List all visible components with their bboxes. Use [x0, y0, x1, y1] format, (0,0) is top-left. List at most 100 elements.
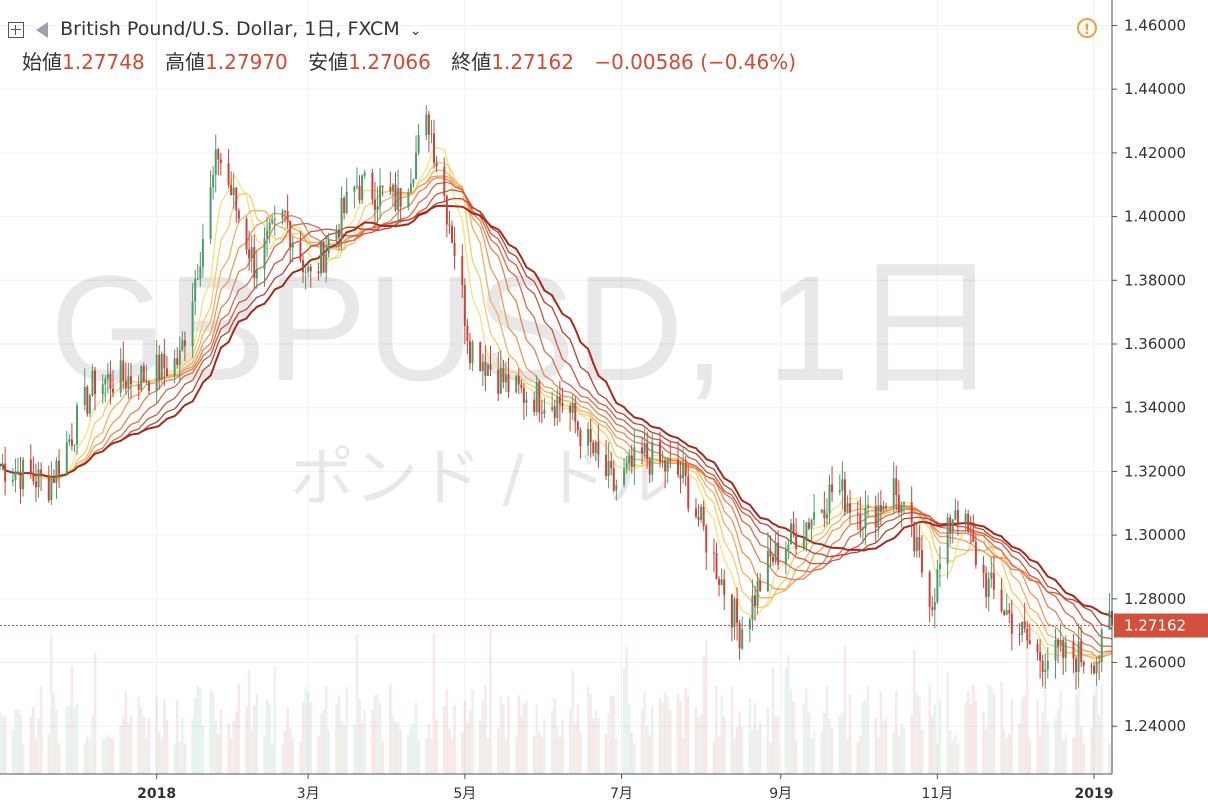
- volume-bar: [425, 738, 428, 774]
- candle-body: [610, 460, 613, 469]
- volume-bar: [936, 743, 939, 774]
- candle-body: [1059, 639, 1062, 647]
- volume-bar: [627, 703, 631, 774]
- candle-body: [88, 395, 91, 414]
- volume-bar: [409, 727, 413, 774]
- volume-bar: [740, 727, 744, 774]
- candle-body: [155, 354, 158, 391]
- volume-bar: [884, 716, 888, 774]
- volume-bar: [471, 689, 474, 774]
- time-axis[interactable]: 2018 3月 5月 7月 9月 11月 2019: [137, 774, 1114, 802]
- candle-body: [558, 396, 561, 404]
- candle-body: [605, 454, 608, 477]
- candle-body: [538, 381, 541, 413]
- candle-body: [1039, 651, 1042, 661]
- candle-body: [165, 368, 168, 377]
- volume-bar: [828, 718, 831, 774]
- volume-bar: [992, 693, 996, 774]
- volume-bar: [0, 711, 2, 774]
- volume-bar: [987, 684, 990, 774]
- volume-bar: [237, 683, 241, 774]
- volume-bar: [805, 689, 808, 774]
- volume-bar: [389, 684, 392, 774]
- open-value: 1.27748: [62, 50, 145, 74]
- volume-bar: [32, 706, 35, 774]
- candle-body: [956, 510, 959, 523]
- volume-bar: [658, 697, 662, 774]
- candle-body: [676, 459, 679, 475]
- volume-bar: [1002, 729, 1006, 774]
- candle-body: [481, 361, 484, 372]
- volume-bar: [1008, 733, 1011, 774]
- open-label: 始値: [22, 50, 62, 74]
- candle-body: [641, 447, 644, 453]
- candle-body: [214, 149, 217, 175]
- candle-body: [55, 460, 58, 483]
- volume-bar: [106, 735, 110, 774]
- candle-body: [453, 242, 456, 257]
- volume-bar: [776, 715, 780, 774]
- candle-body: [358, 185, 361, 201]
- candle-body: [990, 572, 993, 579]
- symbol-title[interactable]: British Pound/U.S. Dollar, 1日, FXCM: [60, 18, 400, 40]
- candle-body: [4, 463, 7, 482]
- y-tick-label: 1.42000: [1124, 144, 1186, 162]
- candle-body: [754, 595, 757, 606]
- volume-bar: [345, 687, 348, 774]
- candle-body: [982, 564, 985, 573]
- volume-bar: [717, 736, 721, 774]
- volume-bar: [751, 729, 754, 774]
- candle-body: [787, 544, 790, 550]
- candle-body: [307, 266, 310, 272]
- candle-body: [607, 460, 610, 477]
- volume-bar: [661, 702, 664, 774]
- candle-body: [633, 447, 636, 468]
- candle-body: [248, 249, 251, 259]
- symbol-header[interactable]: British Pound/U.S. Dollar, 1日, FXCM ⌄: [8, 14, 421, 41]
- candle-body: [612, 468, 615, 491]
- volume-bar: [1108, 742, 1111, 774]
- candle-body: [882, 505, 885, 512]
- candle-body: [900, 504, 903, 513]
- candle-body: [954, 510, 957, 520]
- expand-icon[interactable]: [8, 21, 24, 38]
- volume-bar: [1090, 727, 1093, 774]
- volume-bar: [877, 737, 880, 774]
- candle-body: [52, 478, 55, 483]
- volume-bar: [920, 730, 924, 774]
- volume-bar: [918, 695, 921, 774]
- price-axis[interactable]: 1.24000 1.26000 1.28000 1.30000 1.32000 1.340…: [1112, 16, 1186, 735]
- volume-bar: [37, 718, 40, 774]
- candle-body: [520, 384, 523, 388]
- volume-bar: [910, 715, 913, 774]
- moving-average-ribbon: [0, 146, 1113, 664]
- candle-body: [553, 406, 556, 418]
- candle-body: [427, 114, 430, 135]
- candle-body: [795, 533, 798, 549]
- candle-body: [1100, 629, 1103, 663]
- volume-bar: [301, 701, 305, 774]
- volume-bar: [219, 709, 223, 774]
- candle-body: [471, 342, 474, 364]
- volume-bar: [538, 731, 541, 774]
- candle-body: [951, 519, 954, 534]
- candle-body: [76, 405, 79, 445]
- chevron-down-icon[interactable]: ⌄: [409, 23, 422, 39]
- candle-body: [551, 406, 554, 410]
- volume-bar: [270, 742, 274, 774]
- alert-icon[interactable]: !: [1077, 18, 1097, 38]
- candle-body: [1008, 610, 1011, 614]
- volume-bar: [373, 695, 377, 774]
- volume-bar: [173, 743, 176, 774]
- volume-bar: [160, 737, 164, 774]
- candle-body: [933, 602, 936, 610]
- volume-bar: [252, 705, 256, 774]
- candle-body: [892, 478, 895, 508]
- volume-bar: [14, 709, 17, 774]
- ma-line-40: [0, 197, 1113, 630]
- volume-bar: [669, 710, 672, 774]
- volume-bar: [317, 736, 320, 774]
- candle-body: [461, 256, 464, 286]
- candle-body: [684, 463, 687, 477]
